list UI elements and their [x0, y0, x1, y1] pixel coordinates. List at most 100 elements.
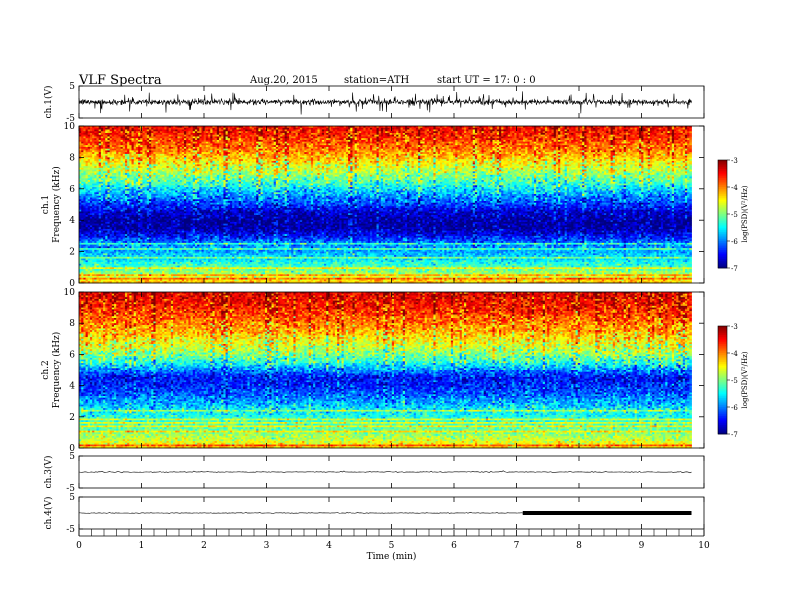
spectrogram-cell	[317, 134, 321, 137]
spectrogram-cell	[107, 136, 111, 139]
spectrogram-cell	[479, 134, 482, 137]
spectrogram-cell	[571, 127, 574, 130]
spectrogram-cell	[647, 132, 651, 136]
spectrogram-cell	[142, 126, 146, 129]
spectrogram-cell	[387, 132, 391, 136]
spectrogram-cell	[490, 132, 493, 136]
spectrogram-cell	[619, 127, 622, 130]
spectrogram-cell	[380, 127, 384, 130]
spectrogram-cell	[267, 131, 270, 134]
spectrogram-cell	[446, 129, 450, 132]
spectrogram-cell	[385, 134, 388, 137]
spectrogram-cell	[573, 129, 576, 132]
spectrogram-cell	[512, 127, 515, 130]
spectrogram-cell	[367, 134, 371, 137]
spectrogram-cell	[179, 136, 183, 139]
spectrogram-cell	[199, 126, 202, 129]
spectrogram-cell	[450, 131, 454, 134]
spectrogram-cell	[474, 127, 478, 130]
spectrogram-cell	[96, 127, 100, 130]
spectrogram-cell	[192, 131, 196, 134]
spectrogram-cell	[505, 127, 509, 130]
spectrogram-cell	[448, 134, 452, 137]
spectrogram-cell	[558, 126, 561, 129]
spectrogram-cell	[146, 129, 150, 132]
spectrogram-cell	[562, 126, 566, 129]
spectrogram-cell	[459, 126, 463, 129]
spectrogram-cell	[437, 126, 441, 129]
spectrogram-cell	[529, 127, 533, 130]
spectrogram-cell	[94, 131, 97, 134]
spectrogram-cell	[278, 134, 281, 137]
spectrogram-cell	[302, 134, 305, 137]
spectrogram-cell	[555, 126, 559, 129]
spectrogram-cell	[549, 127, 552, 130]
spectrogram-cell	[466, 129, 469, 132]
spectrogram-cell	[558, 129, 561, 132]
spectrogram-cell	[308, 134, 312, 137]
spectrogram-cell	[641, 134, 644, 137]
spectrogram-cell	[396, 132, 399, 136]
spectrogram-cell	[525, 131, 528, 134]
spectrogram-cell	[680, 131, 684, 134]
spectrogram-cell	[512, 129, 515, 132]
spectrogram-cell	[531, 131, 535, 134]
spectrogram-cell	[369, 129, 373, 132]
spectrogram-cell	[431, 132, 434, 136]
spectrogram-cell	[656, 127, 660, 130]
spectrogram-cell	[457, 132, 461, 136]
spectrogram-cell	[387, 126, 391, 129]
spectrogram-cell	[293, 134, 296, 137]
spectrogram-cell	[238, 127, 242, 130]
spectrogram-cell	[582, 127, 585, 130]
spectrogram-cell	[612, 129, 616, 132]
spectrogram-cell	[689, 126, 692, 129]
spectrogram-cell	[304, 127, 307, 130]
spectrogram-cell	[245, 132, 248, 136]
spectrogram-cell	[293, 126, 296, 129]
spectrogram-cell	[499, 131, 502, 134]
spectrogram-cell	[356, 132, 360, 136]
spectrogram-cell	[79, 131, 82, 134]
spectrogram-cell	[197, 126, 200, 129]
spectrogram-cell	[131, 126, 135, 129]
spectrogram-cell	[496, 126, 500, 129]
spectrogram-cell	[284, 134, 288, 137]
spectrogram-cell	[656, 131, 660, 134]
spectrogram-cell	[247, 129, 251, 132]
spectrogram-cell	[120, 129, 124, 132]
spectrogram-cell	[173, 126, 176, 129]
spectrogram-cell	[494, 134, 498, 137]
spectrogram-cell	[153, 127, 156, 130]
spectrogram-cell	[188, 134, 191, 137]
spectrogram-cell	[413, 129, 417, 132]
spectrogram-cell	[411, 131, 415, 134]
spectrogram-cell	[404, 132, 408, 136]
spectrogram-cell	[444, 127, 447, 130]
spectrogram-cell	[507, 134, 511, 137]
spectrogram-cell	[536, 132, 539, 136]
spectrogram-cell	[348, 127, 351, 130]
spectrogram-cell	[251, 134, 255, 137]
spectrogram-cell	[551, 132, 555, 136]
spectrogram-cell	[459, 134, 463, 137]
spectrogram-cell	[579, 131, 583, 134]
spectrogram-cell	[197, 129, 200, 132]
spectrogram-cell	[470, 127, 474, 130]
spectrogram-cell	[146, 134, 150, 137]
spectrogram-cell	[569, 134, 572, 137]
spectrogram-cell	[639, 129, 642, 132]
spectrogram-cell	[459, 129, 463, 132]
spectrogram-cell	[391, 131, 395, 134]
spectrogram-cell	[159, 127, 163, 130]
spectrogram-cell	[424, 131, 428, 134]
spectrogram-cell	[273, 129, 277, 132]
spectrogram-cell	[446, 132, 450, 136]
spectrogram-cell	[238, 132, 242, 136]
spectrogram-cell	[243, 131, 246, 134]
spectrogram-cell	[372, 131, 375, 134]
spectrogram-cell	[461, 132, 465, 136]
spectrogram-cell	[89, 132, 93, 136]
spectrogram-cell	[186, 134, 189, 137]
spectrogram-cell	[614, 131, 618, 134]
